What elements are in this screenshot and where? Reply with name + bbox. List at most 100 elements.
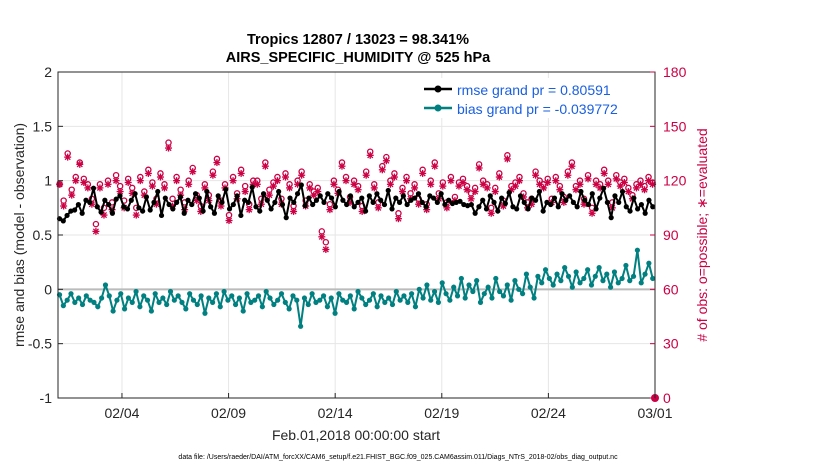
bias-point bbox=[562, 265, 568, 271]
bias-point bbox=[569, 284, 575, 290]
obs-evaluated-stroke bbox=[141, 192, 148, 199]
obs-evaluated-point bbox=[148, 182, 156, 190]
bias-point bbox=[340, 297, 346, 303]
obs-evaluated-point bbox=[342, 177, 350, 185]
bias-point bbox=[493, 275, 499, 282]
bias-point bbox=[581, 275, 587, 282]
obs-evaluated-stroke bbox=[476, 164, 483, 172]
legend: rmse grand pr = 0.80591 bias grand pr = … bbox=[419, 78, 653, 118]
rmse-point bbox=[638, 201, 644, 208]
obs-evaluated-stroke bbox=[552, 177, 559, 184]
obs-evaluated-point bbox=[136, 177, 144, 185]
obs-evaluated-stroke bbox=[484, 184, 491, 191]
rmse-point bbox=[468, 201, 474, 208]
obs-evaluated-point bbox=[173, 177, 181, 185]
obs-evaluated-point bbox=[503, 155, 511, 163]
obs-evaluated-point bbox=[382, 157, 390, 165]
obs-evaluated-point bbox=[84, 184, 92, 192]
bias-point bbox=[252, 297, 258, 303]
obs-evaluated-stroke bbox=[173, 177, 180, 184]
obs-evaluated-point bbox=[572, 186, 580, 194]
rmse-point bbox=[283, 215, 289, 221]
bias-point bbox=[519, 291, 526, 297]
rmse-point bbox=[593, 206, 599, 212]
rmse-point bbox=[306, 195, 312, 201]
rmse-point bbox=[529, 195, 535, 201]
obs-evaluated-stroke bbox=[84, 184, 91, 191]
bias-point bbox=[217, 304, 223, 310]
bias-point bbox=[474, 278, 480, 284]
obs-evaluated-stroke bbox=[597, 184, 604, 191]
bias-point bbox=[462, 295, 468, 301]
obs-evaluated-point bbox=[632, 184, 640, 192]
bias-point bbox=[167, 288, 174, 295]
bias-point bbox=[431, 288, 438, 295]
y-right-tick-label: 120 bbox=[663, 173, 687, 189]
obs-evaluated-stroke bbox=[274, 177, 281, 184]
rmse-point bbox=[536, 188, 542, 195]
obs-evaluated-point bbox=[431, 162, 439, 170]
bias-point bbox=[366, 297, 373, 303]
rmse-point bbox=[502, 200, 508, 207]
rmse-point bbox=[396, 199, 403, 205]
rmse-point bbox=[434, 199, 440, 205]
rmse-series bbox=[56, 182, 656, 224]
rmse-point bbox=[230, 201, 236, 208]
rmse-point bbox=[268, 206, 274, 212]
rmse-point bbox=[423, 204, 429, 210]
bias-point bbox=[485, 284, 491, 290]
bias-point bbox=[282, 299, 288, 305]
bias-point bbox=[443, 291, 449, 297]
obs-evaluated-stroke bbox=[431, 163, 438, 170]
rmse-point bbox=[208, 204, 214, 210]
bias-point bbox=[634, 247, 640, 253]
obs-evaluated-stroke bbox=[238, 170, 245, 177]
y-tick-label: 2 bbox=[44, 64, 52, 80]
rmse-point bbox=[389, 206, 395, 212]
obs-evaluated-point bbox=[394, 215, 402, 223]
obs-evaluated-point bbox=[245, 206, 253, 214]
obs-evaluated-stroke bbox=[254, 181, 261, 188]
rmse-point bbox=[438, 191, 444, 197]
y-tick-label: 0 bbox=[44, 281, 52, 297]
bias-point bbox=[435, 299, 441, 305]
rmse-point bbox=[427, 193, 433, 199]
rmse-point bbox=[260, 191, 267, 197]
bias-point bbox=[72, 299, 78, 305]
obs-evaluated-point bbox=[532, 171, 540, 179]
rmse-point bbox=[155, 188, 161, 195]
rmse-point bbox=[347, 193, 354, 199]
rmse-point bbox=[75, 201, 82, 208]
obs-evaluated-point bbox=[60, 202, 68, 210]
obs-evaluated-point bbox=[370, 184, 378, 192]
rmse-point bbox=[578, 188, 584, 195]
legend-rmse-marker bbox=[434, 85, 442, 93]
obs-possible-point bbox=[169, 195, 176, 203]
rmse-point bbox=[140, 208, 146, 214]
bias-point bbox=[615, 280, 621, 286]
obs-evaluated-point bbox=[491, 188, 499, 196]
rmse-point bbox=[446, 197, 452, 203]
rmse-point bbox=[650, 204, 656, 210]
bias-point bbox=[156, 299, 162, 305]
rmse-point bbox=[442, 201, 448, 208]
rmse-point bbox=[98, 209, 104, 215]
obs-evaluated-point bbox=[495, 173, 503, 181]
bias-point bbox=[144, 297, 151, 303]
obs-evaluated-stroke bbox=[399, 188, 406, 195]
bias-point bbox=[83, 293, 89, 299]
bias-point bbox=[190, 297, 197, 303]
rmse-point bbox=[317, 193, 323, 199]
rmse-point bbox=[601, 185, 607, 191]
rmse-point bbox=[264, 197, 270, 203]
obs-evaluated-point bbox=[641, 186, 649, 194]
rmse-point bbox=[408, 197, 414, 203]
rmse-point bbox=[124, 206, 131, 212]
bias-point bbox=[298, 323, 304, 329]
obs-evaluated-stroke bbox=[649, 181, 656, 188]
obs-evaluated-stroke bbox=[88, 201, 95, 208]
obs-evaluated-point bbox=[471, 188, 479, 196]
obs-evaluated-stroke bbox=[363, 172, 370, 179]
obs-evaluated-stroke bbox=[68, 192, 75, 199]
